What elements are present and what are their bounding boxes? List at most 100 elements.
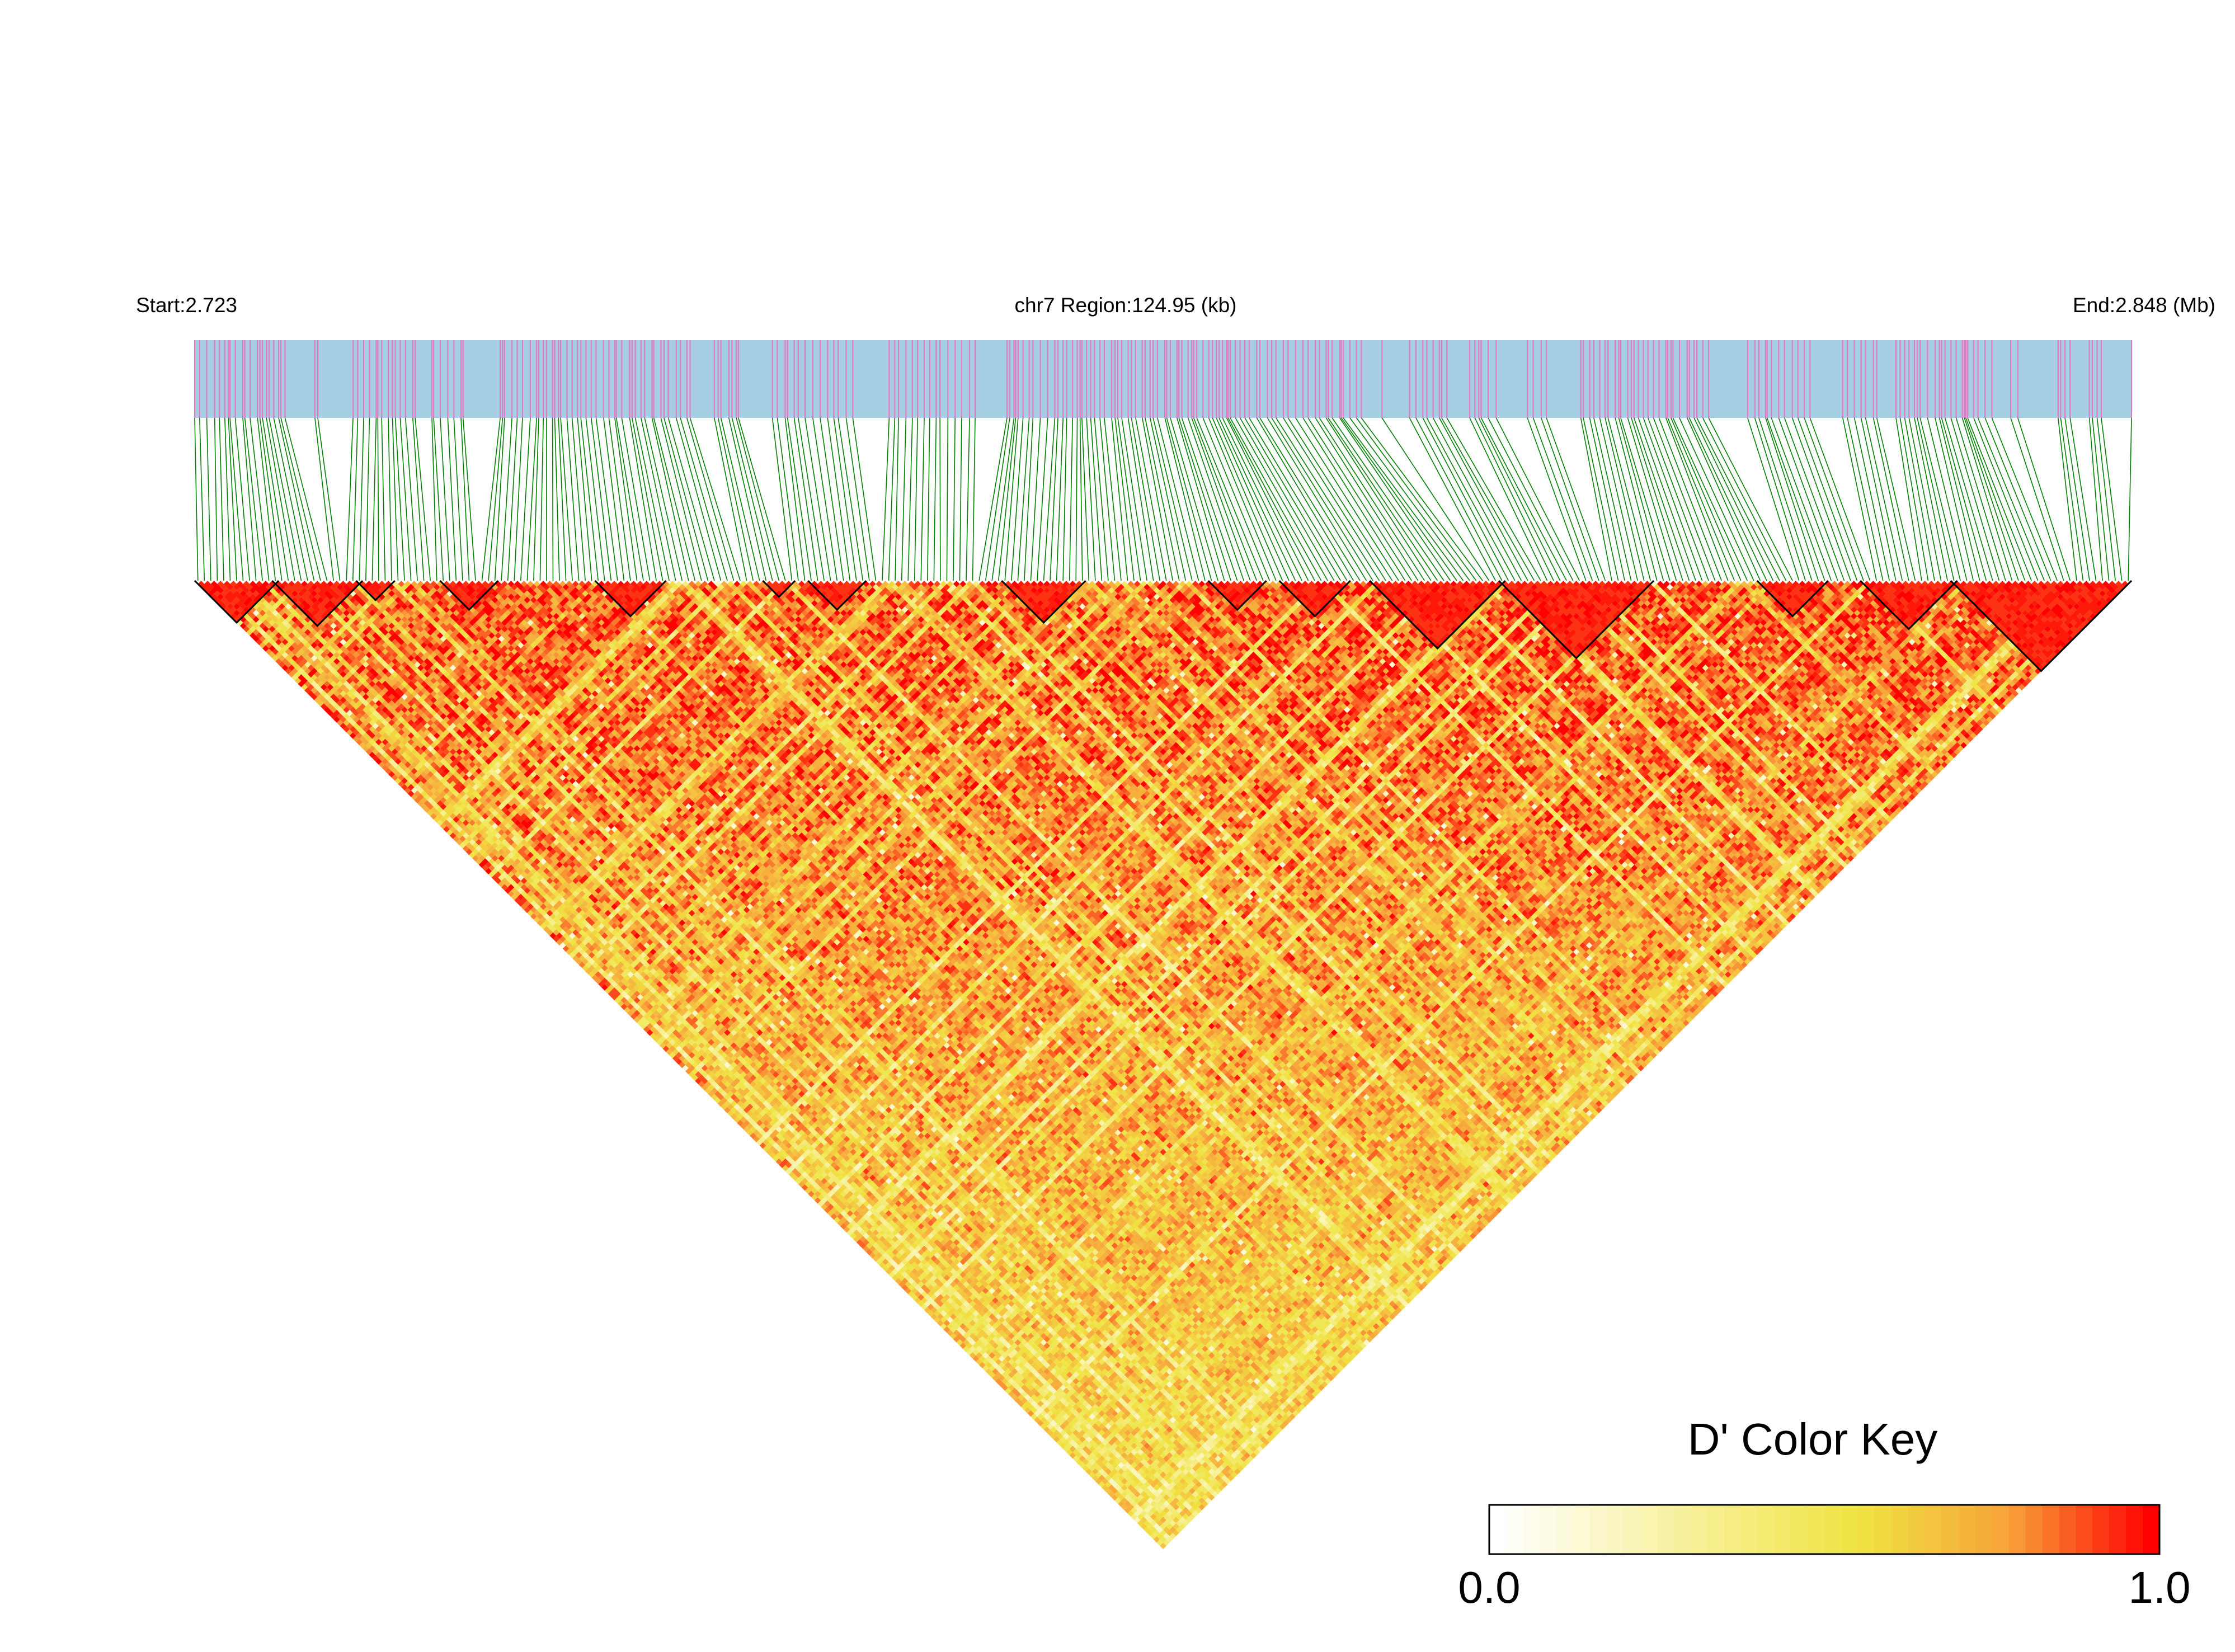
snp-connector xyxy=(1381,417,1490,581)
snp-connector xyxy=(214,417,218,581)
snp-connector xyxy=(1488,417,1574,581)
snp-connector xyxy=(1075,417,1078,581)
color-key-swatch xyxy=(1740,1505,1758,1554)
snp-connector xyxy=(1688,417,1767,581)
snp-connector xyxy=(1872,417,1909,581)
snp-connector xyxy=(714,417,747,581)
snp-connector xyxy=(1908,417,1942,581)
snp-connector xyxy=(621,417,651,581)
snp-connector xyxy=(1965,417,2026,581)
snp-connector xyxy=(1212,417,1283,581)
ld-cell-group xyxy=(243,581,2003,1540)
snp-connector xyxy=(1361,417,1483,581)
snp-connector xyxy=(1702,417,1787,581)
snp-connector xyxy=(1696,417,1780,581)
snp-connector xyxy=(433,417,444,581)
color-key-max-label: 1.0 xyxy=(2128,1562,2190,1612)
snp-connector xyxy=(199,417,205,581)
snp-connector xyxy=(1226,417,1309,581)
snp-connector xyxy=(1409,417,1497,581)
snp-connector xyxy=(837,417,864,581)
color-key-swatch xyxy=(1857,1505,1875,1554)
snp-connector xyxy=(1030,417,1041,581)
snp-connector xyxy=(1307,417,1412,581)
snp-connector xyxy=(242,417,257,581)
ld-heatmap-cells xyxy=(197,581,2129,1549)
color-key-swatch xyxy=(1556,1505,1574,1554)
snp-connector xyxy=(933,417,937,581)
snp-connector xyxy=(1271,417,1373,581)
snp-connector xyxy=(566,417,580,581)
color-key-swatch xyxy=(2143,1505,2160,1554)
snp-connector xyxy=(494,417,505,581)
snp-connector xyxy=(1687,417,1761,581)
snp-connector xyxy=(641,417,676,581)
snp-connector xyxy=(1127,417,1154,581)
color-key-swatch xyxy=(1623,1505,1641,1554)
snp-connector xyxy=(675,417,722,581)
snp-connector xyxy=(1415,417,1503,581)
snp-connector xyxy=(447,417,457,581)
color-key-swatch xyxy=(1724,1505,1742,1554)
snp-connector xyxy=(1541,417,1599,581)
snp-connector xyxy=(614,417,638,581)
snp-connector xyxy=(1239,417,1335,581)
snp-connector xyxy=(1037,417,1048,581)
snp-connector xyxy=(1593,417,1632,581)
snp-connector xyxy=(852,417,877,581)
snp-connector xyxy=(1546,417,1606,581)
color-key-swatch xyxy=(1774,1505,1792,1554)
snp-connector xyxy=(1605,417,1645,581)
ld-block-outline xyxy=(355,580,396,601)
color-key-swatch xyxy=(1522,1505,1540,1554)
snp-connector xyxy=(580,417,599,581)
snp-connector xyxy=(1860,417,1897,581)
snp-connector xyxy=(1244,417,1342,581)
snp-connector xyxy=(2088,417,2103,581)
color-key-swatch xyxy=(1841,1505,1858,1554)
snp-connector xyxy=(812,417,838,581)
color-key-frame xyxy=(1488,1504,2161,1555)
snp-connector xyxy=(1627,417,1677,581)
snp-connector xyxy=(399,417,412,581)
snp-connector xyxy=(1081,417,1090,581)
snp-connector xyxy=(229,417,244,581)
snp-connector xyxy=(1302,417,1406,581)
snp-connector xyxy=(1778,417,1838,581)
snp-connector xyxy=(845,417,870,581)
snp-connector xyxy=(1532,417,1593,581)
color-key-swatch xyxy=(1925,1505,1942,1554)
color-key-swatch xyxy=(1539,1505,1557,1554)
snp-connector xyxy=(1914,417,1948,581)
snp-connector xyxy=(533,417,539,581)
snp-connector xyxy=(1267,417,1367,581)
snp-connector xyxy=(1658,417,1722,581)
ld-block-outlines xyxy=(194,580,2133,672)
ld-cell-group xyxy=(259,581,2035,1533)
snp-connector xyxy=(2060,417,2084,581)
snp-connector xyxy=(1178,417,1231,581)
snp-connector xyxy=(926,417,930,581)
snp-connector xyxy=(228,417,237,581)
snp-connector xyxy=(2069,417,2097,581)
snp-connector xyxy=(462,417,476,581)
snp-connector xyxy=(1249,417,1348,581)
snp-connector xyxy=(1991,417,2058,581)
snp-connector xyxy=(2010,417,2064,581)
snp-connector xyxy=(346,417,354,581)
ld-cell-group xyxy=(208,581,2116,1036)
snp-connector xyxy=(1325,417,1432,581)
snp-connector xyxy=(1187,417,1245,581)
snp-connector xyxy=(1422,417,1509,581)
snp-connector xyxy=(1955,417,2006,581)
snp-connector xyxy=(1847,417,1884,581)
snp-connector xyxy=(257,417,276,581)
snp-connector xyxy=(520,417,531,581)
snp-connector xyxy=(1967,417,2032,581)
snp-connector xyxy=(1478,417,1561,581)
snp-connector xyxy=(314,417,334,581)
snp-connector xyxy=(1439,417,1528,581)
snp-connector xyxy=(440,417,450,581)
snp-connector xyxy=(278,417,315,581)
snp-connector xyxy=(394,417,405,581)
